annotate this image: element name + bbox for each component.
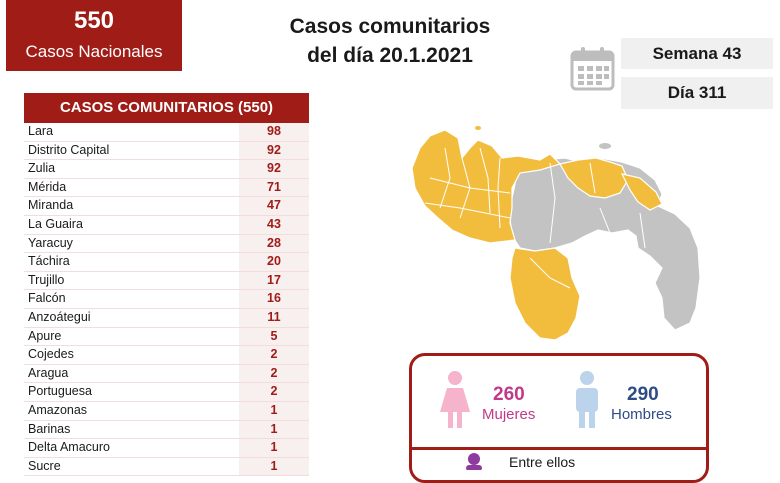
state-name: Falcón: [28, 291, 66, 306]
calendar-icon: [570, 47, 615, 91]
map-region-affected-delta: [620, 173, 663, 211]
table-row: Portuguesa 2: [24, 383, 309, 402]
table-row: Zulia 92: [24, 160, 309, 179]
woman-icon: [440, 371, 470, 428]
table-row: Cojedes 2: [24, 346, 309, 365]
state-name: Lara: [28, 124, 54, 138]
national-cases-number: 550: [73, 7, 115, 34]
state-cases: 5: [237, 327, 309, 346]
state-name: Portuguesa: [28, 384, 92, 399]
table-row: Barinas 1: [24, 420, 309, 440]
state-cases: 11: [237, 308, 309, 327]
state-name: Trujillo: [28, 272, 65, 287]
state-name: Zulia: [28, 161, 56, 176]
women-count: 260: [493, 384, 525, 405]
state-cases: 1: [237, 420, 309, 439]
state-name: Distrito Capital: [28, 142, 110, 157]
page-title: Casos comunitarios del día 20.1.2021: [230, 12, 550, 70]
week-box: Semana 43: [621, 38, 773, 69]
state-cases: 20: [237, 253, 309, 271]
men-label: Hombres: [611, 406, 672, 423]
table-row: Amazonas 1: [24, 401, 309, 421]
state-cases: 1: [237, 401, 309, 420]
state-name: Mérida: [28, 179, 67, 194]
venezuela-map: [411, 126, 701, 341]
state-name: Delta Amacuro: [28, 440, 110, 455]
state-cases: 2: [237, 346, 309, 364]
table-row: Delta Amacuro 1: [24, 439, 309, 458]
state-name: Apure: [28, 328, 62, 343]
state-name: Barinas: [28, 421, 71, 436]
table-row: Anzoátegui 11: [24, 308, 309, 328]
table-row: Apure 5: [24, 327, 309, 347]
table-row: Aragua 2: [24, 364, 309, 384]
map-region-affected-south: [509, 247, 581, 341]
state-name: Anzoátegui: [28, 309, 91, 324]
state-cases: 16: [237, 290, 309, 308]
table-row: Lara 98: [24, 123, 309, 142]
state-name: Táchira: [28, 254, 70, 269]
map-state-borders: [424, 147, 646, 289]
state-name: Cojedes: [28, 347, 74, 362]
state-name: Sucre: [28, 458, 61, 473]
state-cases: 71: [237, 178, 309, 197]
state-cases: 28: [237, 234, 309, 253]
table-row: Trujillo 17: [24, 271, 309, 291]
day-box: Día 311: [621, 77, 773, 109]
table-row: La Guaira 43: [24, 215, 309, 235]
table-row: Mérida 71: [24, 178, 309, 198]
national-cases-label: Casos Nacionales: [25, 42, 163, 61]
state-cases: 92: [237, 141, 309, 160]
table-row: Yaracuy 28: [24, 234, 309, 254]
map-region-affected-west: [411, 129, 562, 244]
table-body: Lara 98 Distrito Capital 92 Zulia 92 Mérida 71 M…: [24, 123, 309, 477]
state-cases: 92: [237, 160, 309, 178]
women-label: Mujeres: [482, 406, 536, 423]
state-name: La Guaira: [28, 216, 83, 231]
between-them-label: Entre ellos: [509, 454, 576, 470]
state-cases: 98: [237, 123, 309, 141]
title-line-2: del día 20.1.2021: [307, 44, 473, 67]
state-cases: 17: [237, 271, 309, 290]
state-cases: 47: [237, 197, 309, 215]
map-region-affected-northeast: [559, 157, 629, 199]
state-cases: 2: [237, 383, 309, 401]
state-cases: 2: [237, 364, 309, 383]
table-row: Táchira 20: [24, 253, 309, 272]
table-row: Sucre 1: [24, 457, 309, 477]
table-row: Falcón 16: [24, 290, 309, 309]
state-cases: 43: [237, 215, 309, 234]
state-name: Miranda: [28, 198, 74, 213]
title-line-1: Casos comunitarios: [289, 15, 491, 38]
gender-box-divider: [412, 447, 706, 450]
table-row: Distrito Capital 92: [24, 141, 309, 161]
men-count: 290: [627, 384, 659, 405]
table-header: CASOS COMUNITARIOS (550): [24, 93, 309, 123]
state-cases: 1: [237, 439, 309, 457]
table-row: Miranda 47: [24, 197, 309, 216]
man-icon: [576, 371, 598, 428]
community-cases-table: CASOS COMUNITARIOS (550) Lara 98 Distrito …: [24, 93, 309, 477]
state-name: Amazonas: [28, 402, 88, 417]
national-cases-badge: 550 Casos Nacionales: [6, 0, 182, 71]
child-icon: [466, 453, 482, 470]
state-cases: 1: [237, 457, 309, 476]
state-name: Aragua: [28, 365, 69, 380]
state-name: Yaracuy: [28, 235, 73, 250]
